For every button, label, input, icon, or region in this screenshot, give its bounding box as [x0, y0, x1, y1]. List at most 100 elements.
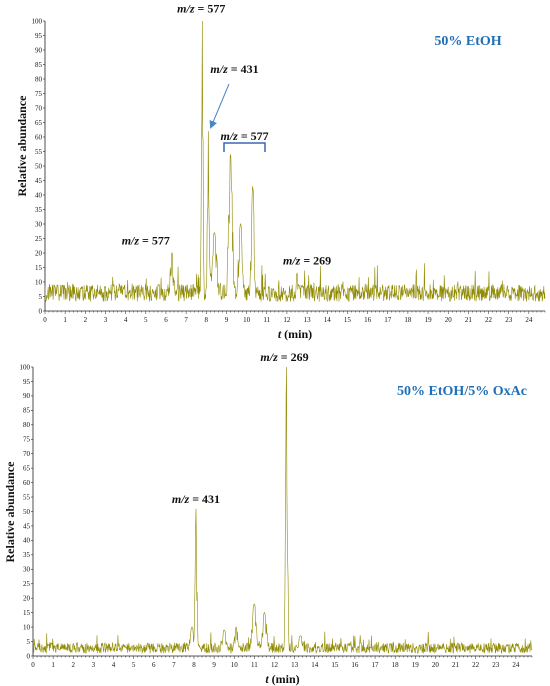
- peak-annotation: m/z = 269: [260, 350, 308, 364]
- y-tick-label: 35: [23, 551, 31, 559]
- peak-annotation: m/z = 577: [177, 1, 225, 15]
- x-tick-label: 10: [243, 316, 251, 324]
- x-tick-label: 20: [432, 661, 440, 669]
- y-tick-label: 80: [35, 75, 43, 83]
- x-tick-label: 21: [465, 316, 473, 324]
- x-tick-label: 1: [63, 316, 67, 324]
- y-tick-label: 10: [23, 623, 31, 631]
- x-axis-title-text: t (min): [265, 672, 299, 686]
- arrow-line: [209, 83, 230, 129]
- x-tick-label: 14: [311, 661, 319, 669]
- y-tick-label: 45: [35, 177, 43, 185]
- y-tick-label: 85: [35, 61, 43, 69]
- x-tick-label: 23: [492, 661, 500, 669]
- y-tick-label: 90: [35, 46, 43, 54]
- y-tick-label: 100: [20, 363, 31, 371]
- x-tick-label: 8: [205, 316, 209, 324]
- y-tick-label: 70: [23, 450, 31, 458]
- peak-annotation: m/z = 577: [221, 129, 269, 143]
- x-tick-label: 19: [412, 661, 420, 669]
- y-tick-label: 95: [35, 32, 43, 40]
- x-tick-label: 3: [104, 316, 108, 324]
- chromatogram-panel-top: 50% EtOH Relative abundance t (min) 0 5 10…: [15, 1, 546, 341]
- x-tick-label: 0: [31, 661, 35, 669]
- x-tick-label: 22: [485, 316, 493, 324]
- x-tick-label: 9: [225, 316, 229, 324]
- y-tick-label: 35: [35, 206, 43, 214]
- x-tick-label: 5: [144, 316, 148, 324]
- y-tick-label: 75: [35, 90, 43, 98]
- x-tick-label: 17: [384, 316, 392, 324]
- annotation-bracket: [223, 142, 266, 152]
- y-tick-label: 50: [23, 508, 31, 516]
- x-tick-label: 2: [84, 316, 88, 324]
- x-tick-label: 22: [472, 661, 480, 669]
- y-tick-label: 0: [39, 307, 43, 315]
- panel-label-bottom: 50% EtOH/5% OxAc: [397, 384, 527, 399]
- y-tick-label: 20: [23, 595, 31, 603]
- x-tick-label: 14: [324, 316, 332, 324]
- y-tick-label: 25: [35, 235, 43, 243]
- y-tick-label: 15: [23, 609, 31, 617]
- x-tick-label: 4: [112, 661, 116, 669]
- panel-label-top: 50% EtOH: [434, 34, 501, 49]
- y-tick-label: 15: [35, 264, 43, 272]
- peak-annotation: m/z = 269: [283, 254, 331, 268]
- y-tick-label: 90: [23, 392, 31, 400]
- y-tick-label: 0: [27, 652, 31, 660]
- x-tick-label: 7: [184, 316, 188, 324]
- x-tick-label: 19: [425, 316, 433, 324]
- annotation-arrow: [209, 83, 230, 129]
- y-tick-label: 60: [23, 479, 31, 487]
- y-tick-label: 40: [35, 191, 43, 199]
- x-tick-label: 24: [525, 316, 533, 324]
- y-tick-label: 25: [23, 580, 31, 588]
- y-tick-label: 10: [35, 278, 43, 286]
- y-tick-label: 70: [35, 104, 43, 112]
- x-tick-label: 16: [351, 661, 359, 669]
- x-tick-label: 13: [304, 316, 312, 324]
- x-tick-label: 17: [372, 661, 380, 669]
- peak-annotation: m/z = 577: [122, 233, 170, 247]
- y-tick-label: 5: [39, 293, 43, 301]
- y-axis-title-top: Relative abundance: [15, 95, 29, 197]
- x-tick-label: 15: [344, 316, 352, 324]
- x-tick-label: 11: [263, 316, 270, 324]
- y-tick-label: 60: [35, 133, 43, 141]
- x-tick-label: 4: [124, 316, 128, 324]
- y-tick-label: 30: [35, 220, 43, 228]
- y-tick-label: 30: [23, 566, 31, 574]
- y-tick-label: 20: [35, 249, 43, 257]
- x-tick-label: 21: [452, 661, 460, 669]
- x-tick-label: 9: [212, 661, 216, 669]
- y-tick-label: 5: [27, 638, 31, 646]
- x-tick-label: 16: [364, 316, 372, 324]
- x-tick-label: 6: [164, 316, 168, 324]
- x-tick-label: 10: [231, 661, 239, 669]
- y-tick-label: 40: [23, 537, 31, 545]
- chromatogram-panel-bottom: 50% EtOH/5% OxAc Relative abundance t (m…: [3, 350, 533, 686]
- x-tick-label: 12: [283, 316, 291, 324]
- x-tick-label: 15: [331, 661, 339, 669]
- x-tick-label: 13: [291, 661, 299, 669]
- y-tick-label: 45: [23, 522, 31, 530]
- x-tick-label: 5: [132, 661, 136, 669]
- x-tick-label: 11: [251, 661, 258, 669]
- x-tick-label: 6: [152, 661, 156, 669]
- y-tick-label: 55: [35, 148, 43, 156]
- chromatogram-trace: [32, 366, 533, 655]
- y-tick-label: 65: [23, 464, 31, 472]
- x-axis-title-top: t (min): [278, 327, 312, 341]
- x-tick-label: 8: [192, 661, 196, 669]
- y-tick-label: 95: [23, 378, 31, 386]
- x-tick-label: 20: [445, 316, 453, 324]
- y-tick-label: 75: [23, 436, 31, 444]
- y-tick-label: 80: [23, 421, 31, 429]
- peak-annotation: m/z = 431: [172, 492, 220, 506]
- y-tick-label: 55: [23, 493, 31, 501]
- x-tick-label: 7: [172, 661, 176, 669]
- x-tick-label: 23: [505, 316, 513, 324]
- x-tick-label: 12: [271, 661, 279, 669]
- y-tick-label: 85: [23, 407, 31, 415]
